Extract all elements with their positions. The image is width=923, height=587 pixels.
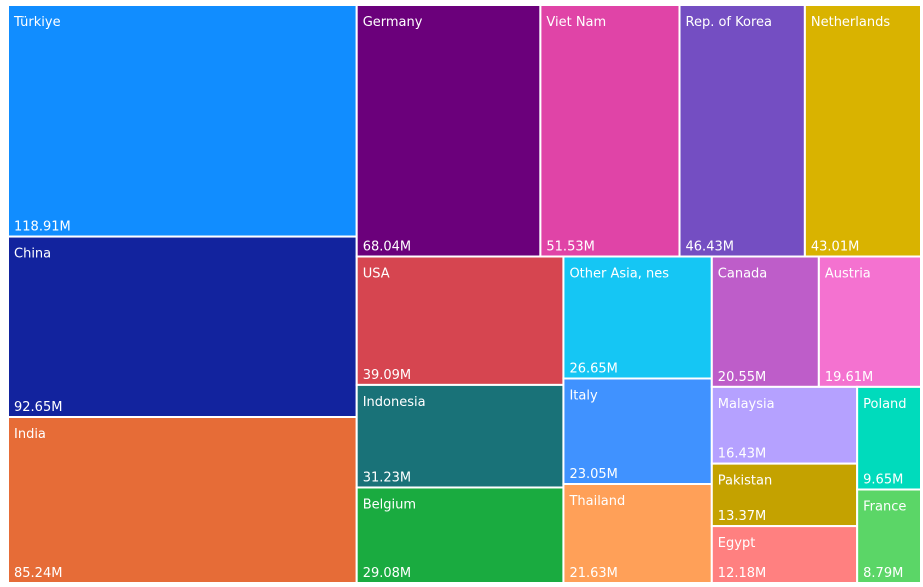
tile-label: Germany xyxy=(363,15,423,30)
tile-label: Viet Nam xyxy=(546,15,606,30)
tile-label: USA xyxy=(363,267,390,282)
tile-value: 12.18M xyxy=(718,566,766,581)
tile-value: 118.91M xyxy=(14,220,71,235)
tile xyxy=(710,462,859,528)
tile xyxy=(803,4,923,258)
tile xyxy=(678,4,806,258)
tile-value: 43.01M xyxy=(811,240,859,255)
tile-value: 26.65M xyxy=(569,361,617,376)
tile-value: 85.24M xyxy=(14,566,62,581)
tile-label: Thailand xyxy=(568,494,625,509)
tile-value: 92.65M xyxy=(14,400,62,415)
tile xyxy=(7,4,358,238)
tile xyxy=(355,486,565,585)
tile-label: Rep. of Korea xyxy=(686,15,772,30)
tile-label: Türkiye xyxy=(13,15,61,30)
tile xyxy=(539,4,681,258)
tile-value: 23.05M xyxy=(569,467,617,482)
tile-label: Canada xyxy=(718,267,767,282)
tile-value: 8.79M xyxy=(863,566,903,581)
tile-value: 19.61M xyxy=(825,370,873,385)
tile-label: India xyxy=(14,427,46,442)
tile xyxy=(7,235,358,419)
tile-value: 21.63M xyxy=(569,566,617,581)
tile-label: Other Asia, nes xyxy=(569,267,669,282)
tile-value: 9.65M xyxy=(863,473,903,488)
tile-value: 31.23M xyxy=(363,470,411,485)
tile-label: Austria xyxy=(825,267,871,282)
tile-label: Indonesia xyxy=(363,395,426,410)
tile xyxy=(562,255,713,380)
tile xyxy=(817,255,922,388)
tile-value: 13.37M xyxy=(718,509,766,524)
tile-label: Poland xyxy=(863,397,906,412)
tile-value: 29.08M xyxy=(363,566,411,581)
tile-label: France xyxy=(863,500,906,515)
tile xyxy=(355,4,542,258)
tile xyxy=(562,482,713,585)
tile-label: Belgium xyxy=(363,497,416,512)
tile-value: 68.04M xyxy=(363,240,411,255)
tile-value: 51.53M xyxy=(546,240,594,255)
tile-value: 39.09M xyxy=(363,368,411,383)
tile-value: 16.43M xyxy=(718,447,766,462)
tile-value: 20.55M xyxy=(718,370,766,385)
tile xyxy=(355,383,565,489)
tile xyxy=(7,416,358,584)
tile-label: Malaysia xyxy=(718,397,775,412)
tile xyxy=(856,385,922,491)
tile-label: China xyxy=(14,247,51,262)
tile-value: 46.43M xyxy=(686,240,734,255)
tile-label: Egypt xyxy=(718,536,756,551)
tile-label: Pakistan xyxy=(718,474,772,489)
tile xyxy=(856,488,922,584)
tile-label: Netherlands xyxy=(811,15,890,30)
tile-label: Italy xyxy=(569,388,598,403)
tile xyxy=(355,255,565,386)
